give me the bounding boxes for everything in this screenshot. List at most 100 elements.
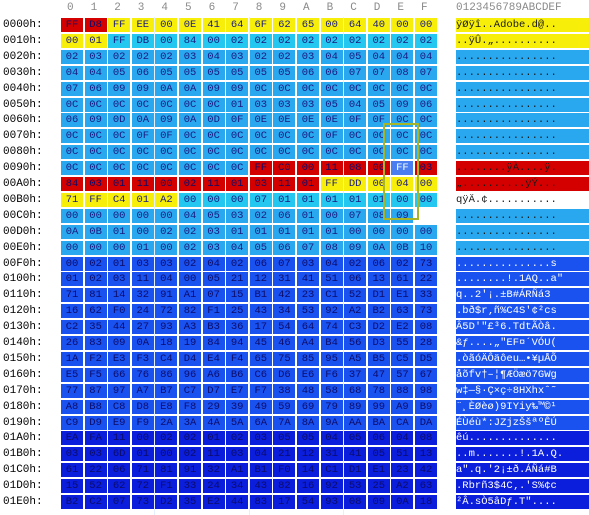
- hex-byte-cell[interactable]: 72: [131, 479, 154, 494]
- hex-byte-cell[interactable]: 99: [367, 399, 390, 414]
- hex-byte-cell[interactable]: 0C: [131, 97, 154, 112]
- hex-byte-cell[interactable]: 32: [202, 463, 225, 478]
- hex-byte-cell[interactable]: 03: [131, 256, 154, 271]
- hex-byte-cell[interactable]: 28: [415, 336, 437, 350]
- hex-byte-cell[interactable]: F1: [202, 304, 225, 319]
- hex-byte-cell[interactable]: 23: [391, 463, 414, 478]
- hex-byte-cell[interactable]: 05: [202, 65, 225, 80]
- hex-byte-cell[interactable]: 9A: [320, 415, 343, 430]
- hex-byte-cell[interactable]: 02: [179, 224, 201, 239]
- hex-byte-cell[interactable]: 0C: [202, 129, 225, 144]
- ascii-preview-text[interactable]: ................: [456, 224, 589, 239]
- hex-byte-cell[interactable]: D9: [84, 415, 107, 430]
- hex-byte-cell[interactable]: 0C: [344, 129, 367, 144]
- hex-byte-cell[interactable]: 03: [415, 161, 437, 176]
- hex-byte-cell[interactable]: 01: [226, 97, 249, 112]
- ascii-preview-text[interactable]: ................: [456, 240, 589, 255]
- hex-byte-cell[interactable]: 01: [202, 431, 225, 446]
- hex-byte-cell[interactable]: 16: [61, 304, 83, 319]
- hex-byte-cell[interactable]: 0C: [179, 129, 201, 144]
- hex-byte-cell[interactable]: 09: [226, 81, 249, 96]
- hex-byte-cell[interactable]: 00: [84, 208, 107, 223]
- hex-byte-cell[interactable]: 02: [179, 256, 201, 271]
- hex-byte-cell[interactable]: 0C: [108, 161, 131, 176]
- hex-byte-cell[interactable]: 02: [273, 49, 296, 64]
- hex-byte-cell[interactable]: 0C: [202, 161, 225, 176]
- hex-byte-cell[interactable]: 0F: [344, 113, 367, 128]
- hex-byte-cell[interactable]: 05: [249, 65, 272, 80]
- hex-byte-cell[interactable]: FF: [249, 161, 272, 176]
- hex-byte-cell[interactable]: 13: [367, 272, 390, 287]
- hex-byte-cell[interactable]: 02: [84, 272, 107, 287]
- hex-byte-cell[interactable]: 03: [226, 447, 249, 462]
- hex-byte-cell[interactable]: 64: [226, 18, 249, 32]
- hex-byte-cell[interactable]: 39: [226, 399, 249, 414]
- hex-byte-cell[interactable]: 00: [179, 272, 201, 287]
- hex-byte-cell[interactable]: 0C: [131, 145, 154, 160]
- hex-byte-cell[interactable]: B8: [84, 399, 107, 414]
- hex-byte-cell[interactable]: 08: [415, 320, 437, 335]
- hex-byte-cell[interactable]: F6: [320, 367, 343, 382]
- hex-byte-cell[interactable]: E4: [202, 351, 225, 366]
- ascii-preview-text[interactable]: .bð$r‚ñ%C4S'¢²cs: [456, 304, 589, 319]
- hex-byte-cell[interactable]: 41: [344, 447, 367, 462]
- hex-byte-cell[interactable]: 0C: [61, 129, 83, 144]
- hex-byte-cell[interactable]: 05: [320, 97, 343, 112]
- hex-byte-cell[interactable]: F9: [131, 415, 154, 430]
- hex-byte-cell[interactable]: 02: [226, 33, 249, 48]
- hex-byte-cell[interactable]: 00: [391, 192, 414, 207]
- ascii-preview-text[interactable]: ²Â.sÒ5âDƒ.T"....: [456, 495, 589, 509]
- hex-byte-cell[interactable]: 02: [179, 177, 201, 191]
- hex-byte-cell[interactable]: 83: [84, 336, 107, 350]
- hex-byte-cell[interactable]: FF: [84, 192, 107, 207]
- hex-byte-cell[interactable]: 03: [155, 256, 178, 271]
- hex-byte-cell[interactable]: 34: [226, 479, 249, 494]
- hex-byte-cell[interactable]: A2: [155, 192, 178, 207]
- hex-byte-cell[interactable]: 46: [273, 336, 296, 350]
- hex-byte-cell[interactable]: 0C: [179, 161, 201, 176]
- hex-byte-cell[interactable]: 02: [179, 447, 201, 462]
- hex-byte-cell[interactable]: 2A: [155, 415, 178, 430]
- hex-byte-cell[interactable]: 59: [273, 399, 296, 414]
- hex-byte-cell[interactable]: 72: [155, 304, 178, 319]
- hex-byte-cell[interactable]: 05: [249, 240, 272, 255]
- hex-byte-cell[interactable]: 01: [273, 224, 296, 239]
- hex-byte-cell[interactable]: 01: [226, 224, 249, 239]
- hex-byte-cell[interactable]: 61: [391, 272, 414, 287]
- hex-byte-cell[interactable]: 21: [273, 447, 296, 462]
- hex-byte-cell[interactable]: E3: [108, 351, 131, 366]
- ascii-preview-text[interactable]: êú..............: [456, 431, 589, 446]
- hex-byte-cell[interactable]: 0F: [131, 129, 154, 144]
- hex-byte-cell[interactable]: 07: [61, 81, 83, 96]
- hex-byte-cell[interactable]: C5: [391, 351, 414, 366]
- hex-byte-cell[interactable]: 33: [415, 288, 437, 303]
- ascii-preview-text[interactable]: &ƒ....„"EF¤´VÓU(: [456, 336, 589, 350]
- hex-byte-cell[interactable]: 04: [391, 49, 414, 64]
- hex-byte-cell[interactable]: 03: [179, 49, 201, 64]
- hex-byte-cell[interactable]: 03: [249, 431, 272, 446]
- hex-byte-cell[interactable]: 41: [297, 272, 319, 287]
- hex-byte-cell[interactable]: 8A: [297, 415, 319, 430]
- hex-byte-cell[interactable]: DD: [344, 177, 367, 191]
- hex-byte-cell[interactable]: F0: [108, 304, 131, 319]
- hex-byte-cell[interactable]: 03: [202, 224, 225, 239]
- hex-byte-cell[interactable]: 13: [415, 447, 437, 462]
- hex-byte-cell[interactable]: 0C: [320, 145, 343, 160]
- hex-byte-cell[interactable]: 57: [391, 367, 414, 382]
- ascii-preview-text[interactable]: q..2'¡.±B#ÁRÑá3: [456, 288, 589, 303]
- hex-byte-cell[interactable]: 04: [202, 256, 225, 271]
- hex-byte-cell[interactable]: 42: [273, 288, 296, 303]
- hex-byte-cell[interactable]: 00: [320, 208, 343, 223]
- ascii-preview-text[interactable]: w‡—§·Ç×ç÷8HXhxˆ˜: [456, 383, 589, 398]
- hex-byte-cell[interactable]: C1: [320, 288, 343, 303]
- ascii-preview-text[interactable]: ................: [456, 208, 589, 223]
- hex-byte-cell[interactable]: 02: [249, 33, 272, 48]
- hex-byte-cell[interactable]: 00: [202, 192, 225, 207]
- hex-byte-cell[interactable]: 05: [202, 208, 225, 223]
- hex-byte-cell[interactable]: 07: [344, 65, 367, 80]
- hex-byte-cell[interactable]: 18: [155, 336, 178, 350]
- hex-byte-cell[interactable]: 02: [320, 33, 343, 48]
- hex-byte-cell[interactable]: 08: [344, 495, 367, 509]
- hex-byte-cell[interactable]: 62: [84, 304, 107, 319]
- ascii-preview-text[interactable]: ........ÿÀ....ÿ.: [456, 161, 589, 176]
